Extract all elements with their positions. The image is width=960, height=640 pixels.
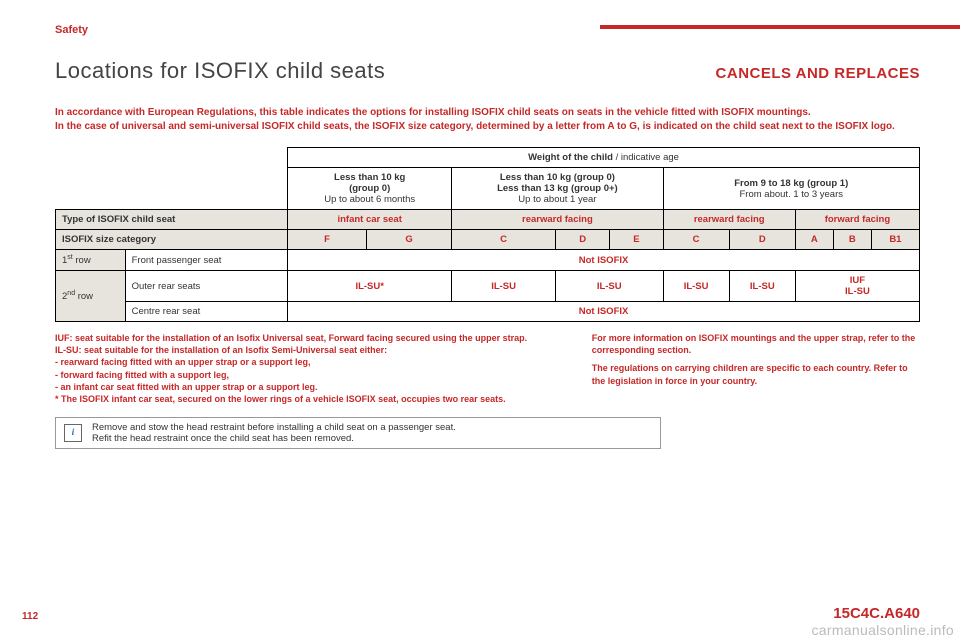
cg1-l3: Up to about 6 months	[324, 194, 415, 205]
row2-fwd-a: IUF	[850, 275, 865, 286]
row2-fwd-b: IL-SU	[845, 286, 870, 297]
row1-front: Front passenger seat	[125, 250, 287, 271]
row2-v1: IL-SU	[452, 271, 556, 302]
foot-star: * The ISOFIX infant car seat, secured on…	[55, 393, 564, 405]
row2-v0: IL-SU*	[288, 271, 452, 302]
row-type-label: Type of ISOFIX child seat	[56, 210, 288, 230]
size-3: D	[555, 230, 609, 250]
size-9: B1	[871, 230, 919, 250]
size-4: E	[610, 230, 663, 250]
size-0: F	[288, 230, 367, 250]
intro-p2: In the case of universal and semi-univer…	[55, 120, 920, 134]
row1-label: 1st row	[56, 250, 126, 271]
intro-p1: In accordance with European Regulations,…	[55, 106, 920, 120]
foot-r2: The regulations on carrying children are…	[592, 362, 920, 386]
foot-r1: For more information on ISOFIX mountings…	[592, 332, 920, 356]
size-2: C	[452, 230, 556, 250]
row-size-label: ISOFIX size category	[56, 230, 288, 250]
header-weight-suffix: / indicative age	[613, 152, 679, 163]
colgroup-2: Less than 10 kg (group 0) Less than 13 k…	[452, 168, 663, 210]
header-accent-bar	[600, 25, 960, 29]
size-8: B	[833, 230, 871, 250]
cg2-l1: Less than 10 kg (group 0)	[500, 172, 615, 183]
row2-v4: IL-SU	[729, 271, 795, 302]
header-weight: Weight of the child / indicative age	[288, 148, 920, 168]
isofix-table: Weight of the child / indicative age Les…	[55, 147, 920, 322]
info-l2: Refit the head restraint once the child …	[92, 433, 456, 444]
size-5: C	[663, 230, 729, 250]
row2-forward: IUF IL-SU	[795, 271, 919, 302]
foot-b0: rearward facing fitted with an upper str…	[65, 356, 564, 368]
size-6: D	[729, 230, 795, 250]
cg3-l2: From about. 1 to 3 years	[740, 189, 844, 200]
foot-bullets: rearward facing fitted with an upper str…	[55, 356, 564, 392]
row2-centre-val: Not ISOFIX	[288, 302, 920, 322]
cg2-l2: Less than 13 kg (group 0+)	[497, 183, 618, 194]
foot-ilsu: IL-SU: seat suitable for the installatio…	[55, 344, 564, 356]
colgroup-3: From 9 to 18 kg (group 1) From about. 1 …	[663, 168, 920, 210]
cg1-l1: Less than 10 kg	[334, 172, 405, 183]
cg2-l3: Up to about 1 year	[518, 194, 596, 205]
row1-val: Not ISOFIX	[288, 250, 920, 271]
row2-label: 2nd row	[56, 271, 126, 322]
type-infant: infant car seat	[288, 210, 452, 230]
size-7: A	[795, 230, 833, 250]
info-icon: i	[64, 424, 82, 442]
page-title: Locations for ISOFIX child seats	[55, 58, 385, 84]
row2-v2: IL-SU	[555, 271, 663, 302]
cg3-l1: From 9 to 18 kg (group 1)	[734, 178, 848, 189]
intro-text: In accordance with European Regulations,…	[55, 106, 920, 133]
row2-outer: Outer rear seats	[125, 271, 287, 302]
row2-v3: IL-SU	[663, 271, 729, 302]
info-box: i Remove and stow the head restraint bef…	[55, 417, 661, 449]
row2-centre: Centre rear seat	[125, 302, 287, 322]
info-text: Remove and stow the head restraint befor…	[92, 422, 456, 444]
document-id: 15C4C.A640	[833, 605, 920, 622]
colgroup-1: Less than 10 kg (group 0) Up to about 6 …	[288, 168, 452, 210]
foot-iuf: IUF: seat suitable for the installation …	[55, 332, 564, 344]
footnotes-right: For more information on ISOFIX mountings…	[592, 332, 920, 405]
watermark: carmanualsonline.info	[812, 622, 955, 638]
type-forward: forward facing	[795, 210, 919, 230]
footnotes: IUF: seat suitable for the installation …	[55, 332, 920, 405]
info-l1: Remove and stow the head restraint befor…	[92, 422, 456, 433]
cancels-replaces-label: CANCELS AND REPLACES	[716, 65, 920, 82]
type-rear2: rearward facing	[663, 210, 795, 230]
page-content: Locations for ISOFIX child seats CANCELS…	[55, 58, 920, 449]
size-1: G	[366, 230, 451, 250]
section-label: Safety	[55, 24, 88, 36]
cg1-l2: (group 0)	[349, 183, 390, 194]
header-weight-bold: Weight of the child	[528, 152, 613, 163]
foot-b2: an infant car seat fitted with an upper …	[65, 381, 564, 393]
page-number: 112	[22, 611, 38, 622]
title-row: Locations for ISOFIX child seats CANCELS…	[55, 58, 920, 84]
type-rear: rearward facing	[452, 210, 663, 230]
foot-b1: forward facing fitted with a support leg…	[65, 369, 564, 381]
footnotes-left: IUF: seat suitable for the installation …	[55, 332, 564, 405]
